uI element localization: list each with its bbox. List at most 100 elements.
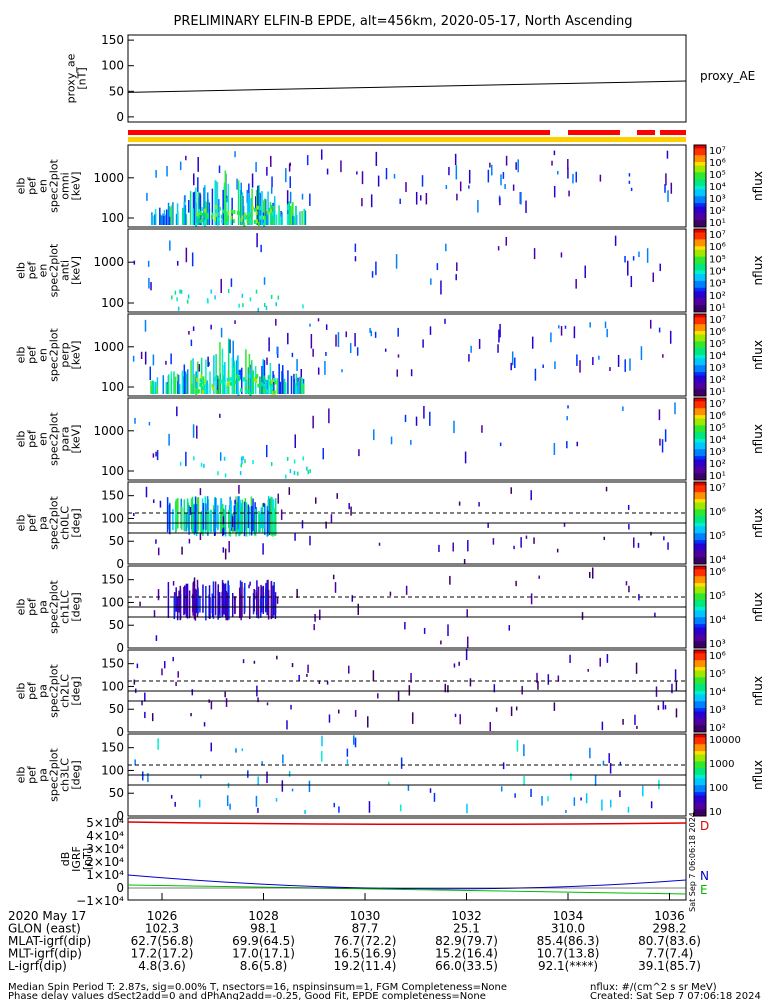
pa-cell bbox=[200, 774, 202, 779]
colorbar-step bbox=[694, 757, 706, 762]
colorbar: 10⁶ 10⁵ 10⁴ 10³ 10² nflux bbox=[693, 649, 765, 734]
spec-cell bbox=[151, 385, 153, 394]
spec-stripe bbox=[133, 260, 136, 265]
spec-core bbox=[249, 391, 252, 396]
spec-cell bbox=[245, 349, 247, 394]
pa-cell bbox=[262, 543, 264, 555]
colorbar-label: nflux bbox=[751, 508, 765, 538]
colorbar-tick-label: 10⁶ bbox=[709, 567, 726, 578]
ephem-value: 66.0(33.5) bbox=[435, 959, 498, 973]
ae-ytick-label: 100 bbox=[101, 59, 124, 73]
spec-stripe bbox=[361, 171, 364, 185]
pa-cell bbox=[357, 603, 360, 615]
colorbar-step bbox=[694, 213, 706, 218]
spec-cell bbox=[295, 373, 298, 394]
grf-line-D bbox=[127, 821, 687, 826]
spec-core bbox=[204, 213, 207, 218]
colorbar-step bbox=[694, 408, 706, 413]
colorbar-tick-label: 10⁴ bbox=[709, 555, 726, 566]
pa-cell bbox=[367, 716, 369, 728]
spec-marks bbox=[146, 149, 673, 227]
colorbar-tick-label: 10¹ bbox=[709, 218, 726, 229]
pa-cell bbox=[514, 793, 516, 798]
spec-core bbox=[257, 383, 260, 388]
spec-stripe bbox=[190, 339, 193, 347]
colorbar-step bbox=[694, 488, 706, 493]
pa-cell bbox=[609, 799, 612, 808]
pa-cell bbox=[266, 510, 269, 534]
ephem-value: 1026 bbox=[147, 909, 178, 923]
panel-6-ylabel: pa bbox=[37, 600, 50, 614]
spec-cell bbox=[216, 181, 219, 225]
spec-stripe bbox=[294, 434, 296, 448]
pa-cell bbox=[161, 668, 163, 676]
pa-cell bbox=[274, 592, 277, 614]
spec-cell bbox=[278, 205, 280, 225]
spec-stripe bbox=[356, 171, 358, 175]
spec-ytick-label: 1000 bbox=[93, 171, 124, 185]
spec-stripe bbox=[289, 191, 292, 204]
ephem-row-label: MLT-igrf(dip) bbox=[8, 947, 82, 961]
pa-cell bbox=[193, 577, 196, 588]
spec-cell bbox=[221, 348, 224, 394]
spec-stripe bbox=[497, 344, 499, 353]
panel-1-ylabel: [keV] bbox=[70, 172, 83, 201]
spec-stripe bbox=[649, 319, 652, 329]
ephem-value: 76.7(72.2) bbox=[334, 934, 397, 948]
spec-stripe bbox=[669, 330, 672, 344]
spec-marks bbox=[133, 233, 661, 312]
ephem-row-label: L-igrf(dip) bbox=[8, 959, 67, 973]
pa-ytick-label: 50 bbox=[109, 534, 124, 548]
pa-cell bbox=[261, 761, 263, 765]
panel-4-ylabel: elb bbox=[15, 431, 28, 448]
colorbar-tick-label: 10¹ bbox=[709, 387, 726, 398]
ae-ytick-label: 50 bbox=[109, 84, 124, 98]
spec-stripe bbox=[384, 348, 387, 352]
colorbar-step bbox=[694, 401, 706, 406]
pa-cell bbox=[183, 586, 185, 616]
spec-cell bbox=[179, 461, 182, 466]
colorbar-step bbox=[694, 751, 706, 755]
pa-cell bbox=[321, 735, 323, 747]
colorbar-step bbox=[694, 557, 706, 562]
spec-cell bbox=[258, 185, 260, 225]
pa-cell bbox=[276, 597, 279, 604]
spec-stripe bbox=[165, 360, 167, 365]
pa-cell bbox=[469, 678, 472, 687]
colorbar-step bbox=[694, 449, 706, 454]
colorbar-step bbox=[694, 694, 706, 699]
pa-cell bbox=[453, 663, 456, 668]
spec-core bbox=[195, 390, 198, 395]
spec-frame bbox=[127, 481, 687, 565]
pa-cell bbox=[502, 762, 505, 770]
spec-cell bbox=[226, 385, 228, 394]
spec-cell bbox=[247, 367, 250, 394]
panel-5-ylabel: pa bbox=[37, 516, 50, 530]
pa-cell bbox=[411, 712, 414, 724]
pa-cell bbox=[234, 499, 236, 504]
pa-cell bbox=[309, 535, 311, 546]
pa-cell bbox=[190, 712, 192, 717]
pa-cell bbox=[257, 807, 259, 813]
spec-core bbox=[253, 219, 256, 224]
grf-ytick-label: 0 bbox=[116, 881, 124, 895]
spec-cell bbox=[281, 214, 284, 225]
spec-stripe bbox=[349, 343, 352, 354]
spec-stripe bbox=[354, 256, 357, 262]
colorbar-step bbox=[694, 624, 706, 628]
pa-cell bbox=[628, 585, 630, 593]
pa-cell bbox=[433, 792, 436, 802]
spec-cell bbox=[183, 201, 186, 225]
pa-cell bbox=[175, 587, 177, 612]
pa-cell bbox=[603, 536, 606, 541]
spec-cell bbox=[284, 474, 287, 479]
spec-cell bbox=[248, 353, 251, 394]
colorbar-tick-label: 10³ bbox=[709, 639, 726, 650]
spec-cell bbox=[193, 456, 195, 461]
spec-stripe bbox=[219, 413, 221, 418]
pa-cell bbox=[599, 657, 601, 667]
colorbar-step bbox=[694, 680, 706, 685]
pa-cell bbox=[634, 714, 636, 725]
spec-cell bbox=[301, 210, 303, 225]
pa-cell bbox=[353, 735, 355, 745]
